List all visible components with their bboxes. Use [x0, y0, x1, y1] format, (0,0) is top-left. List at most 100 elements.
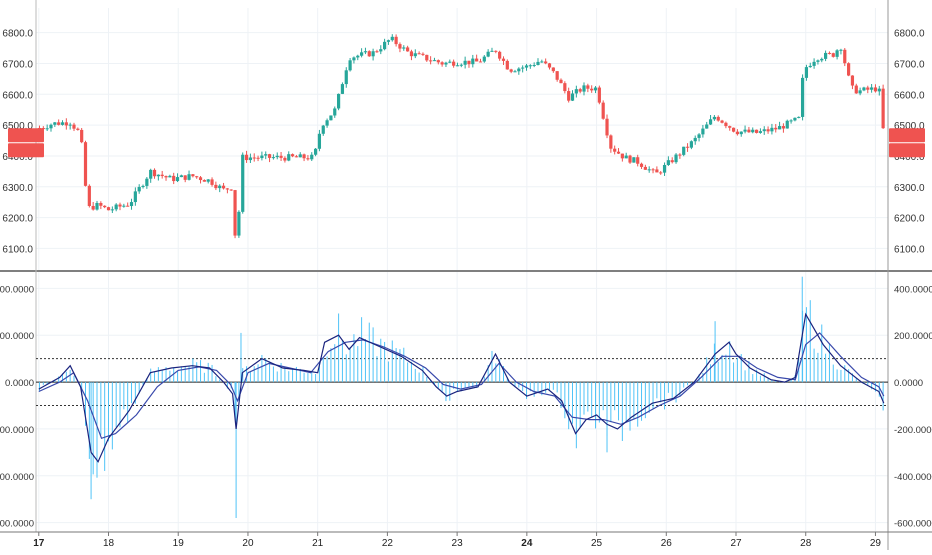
candle-body	[321, 125, 325, 134]
candle-body	[137, 186, 141, 192]
candle-body	[823, 52, 828, 59]
candle-body	[383, 41, 387, 50]
candle-body	[244, 154, 249, 161]
candle-body	[87, 185, 91, 206]
candle-body	[225, 188, 229, 190]
candle-body	[421, 53, 425, 55]
candle-body	[505, 60, 509, 70]
candle-body	[712, 116, 716, 120]
candle-body	[49, 124, 53, 129]
candle-body	[651, 169, 655, 171]
price-tick-label-left: 6100.0	[2, 244, 33, 255]
candle-body	[536, 61, 540, 65]
candle-body	[555, 71, 559, 80]
candle-body	[647, 169, 651, 171]
candle-body	[118, 204, 122, 207]
countdown-badge-left	[8, 143, 44, 158]
candle-body	[624, 155, 628, 159]
price-tick-label-left: 6300.0	[2, 183, 33, 194]
price-tick-label-right: 6800.0	[894, 29, 925, 40]
candle-body	[850, 75, 855, 86]
candle-body	[183, 175, 187, 180]
candle-body	[670, 160, 674, 163]
osc-tick-label-left: -600.0000	[0, 519, 34, 530]
candle-body	[570, 93, 575, 101]
candle-body	[179, 175, 183, 178]
candle-body	[126, 205, 130, 207]
candle-body	[820, 58, 824, 61]
candle-body	[601, 102, 605, 119]
candle-body	[275, 155, 279, 158]
candle-body	[628, 155, 632, 163]
candle-body	[881, 88, 885, 129]
candle-body	[60, 122, 65, 125]
time-tick-label: 26	[661, 538, 673, 549]
candle-body	[762, 129, 766, 132]
candle-body	[402, 47, 406, 49]
candle-body	[632, 157, 636, 163]
candle-body	[597, 87, 601, 103]
price-tick-label-right: 6500.0	[894, 121, 925, 132]
candle-body	[229, 189, 233, 191]
candle-body	[544, 61, 548, 64]
candle-body	[708, 119, 713, 125]
candle-body	[267, 154, 272, 158]
candle-body	[340, 84, 345, 94]
candle-body	[513, 71, 517, 73]
candle-body	[409, 51, 414, 57]
candle-body	[524, 65, 529, 68]
candle-body	[494, 50, 498, 52]
candle-body	[873, 87, 878, 92]
osc-tick-label-right: -600.0000	[894, 519, 932, 530]
candle-body	[793, 117, 797, 121]
candle-body	[559, 79, 563, 84]
candle-body	[145, 178, 149, 186]
osc-tick-label-right: 200.0000	[894, 331, 932, 342]
osc-tick-label-right: -400.0000	[894, 472, 932, 483]
candle-body	[448, 61, 452, 63]
candle-body	[812, 61, 816, 66]
candle-body	[214, 184, 218, 189]
candle-body	[578, 89, 582, 92]
candle-body	[789, 120, 793, 122]
candle-body	[452, 61, 456, 66]
candle-body	[149, 169, 153, 179]
time-tick-label: 29	[870, 538, 882, 549]
candle-body	[666, 160, 670, 165]
candle-body	[475, 58, 479, 62]
time-tick-label: 27	[730, 538, 742, 549]
candle-body	[195, 176, 199, 178]
candle-body	[528, 65, 532, 67]
candle-body	[379, 49, 383, 52]
candle-body	[172, 175, 176, 182]
candle-body	[847, 63, 851, 76]
candle-body	[693, 137, 697, 142]
price-tick-label-right: 6700.0	[894, 59, 925, 70]
price-tick-label-left: 6600.0	[2, 90, 33, 101]
candle-body	[758, 131, 763, 133]
candle-body	[705, 124, 709, 129]
candle-body	[682, 146, 686, 155]
candle-body	[777, 126, 782, 130]
candle-body	[463, 60, 467, 65]
candle-body	[80, 129, 84, 143]
candle-body	[678, 154, 682, 156]
candle-body	[743, 129, 747, 132]
candle-body	[252, 157, 256, 159]
candle-body	[735, 131, 740, 135]
candle-body	[72, 124, 76, 129]
candle-body	[99, 202, 103, 206]
candle-body	[724, 122, 728, 127]
candle-body	[344, 70, 348, 85]
candle-body	[521, 67, 525, 69]
candle-body	[68, 124, 72, 126]
time-tick-label: 17	[33, 538, 45, 549]
candle-body	[363, 51, 368, 53]
candle-body	[843, 49, 847, 64]
candle-body	[590, 88, 594, 91]
candle-body	[103, 205, 107, 208]
candle-body	[862, 87, 866, 91]
candle-body	[329, 115, 333, 121]
